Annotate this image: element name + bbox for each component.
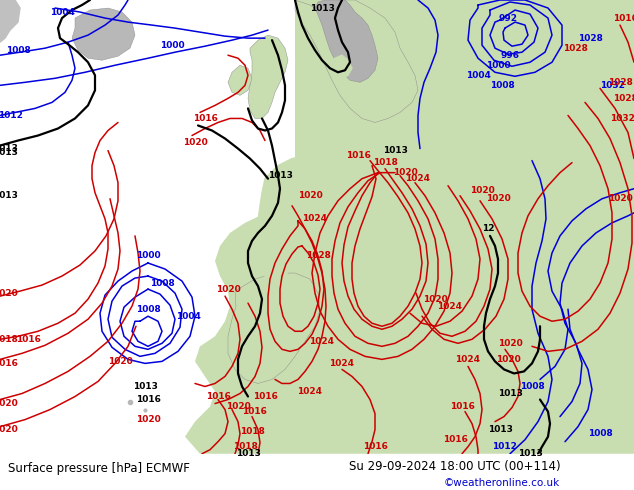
Polygon shape [185,0,634,454]
Text: 1008: 1008 [588,429,612,438]
Polygon shape [0,0,20,42]
Text: 1020: 1020 [216,285,240,294]
Text: 1016: 1016 [193,114,217,123]
Text: 1020: 1020 [226,402,250,411]
Text: 1008: 1008 [520,382,545,391]
Text: 992: 992 [498,14,517,23]
Text: 12: 12 [482,224,495,233]
Text: 1018: 1018 [233,442,257,451]
Text: 1013: 1013 [0,191,18,200]
Text: 1020: 1020 [496,355,521,364]
Text: 1020: 1020 [486,194,510,203]
Text: 1018: 1018 [240,427,264,436]
Text: 1016: 1016 [252,392,278,401]
Text: 1020: 1020 [0,399,17,408]
Text: Surface pressure [hPa] ECMWF: Surface pressure [hPa] ECMWF [8,463,190,475]
Polygon shape [315,0,378,82]
Text: 1024: 1024 [437,302,462,311]
Text: 1020: 1020 [183,138,207,147]
Text: 1016: 1016 [136,395,160,404]
Text: 1016: 1016 [363,442,387,451]
Text: 1024: 1024 [302,214,328,223]
Polygon shape [228,65,252,96]
Text: Su 29-09-2024 18:00 UTC (00+114): Su 29-09-2024 18:00 UTC (00+114) [349,460,560,473]
Text: 1020: 1020 [0,425,17,434]
Text: 1004: 1004 [49,7,74,17]
Text: 1016: 1016 [242,407,266,416]
Text: 1028: 1028 [607,78,633,87]
Text: 1013: 1013 [498,389,522,398]
Text: 1024: 1024 [330,359,354,368]
Text: ©weatheronline.co.uk: ©weatheronline.co.uk [444,478,560,489]
Text: 1008: 1008 [489,81,514,90]
Text: 1016: 1016 [443,435,467,444]
Text: 1016: 1016 [450,402,474,411]
Text: 1024: 1024 [406,174,430,183]
Text: 1000: 1000 [160,41,184,49]
Text: 1013: 1013 [133,382,157,391]
Text: 1016: 1016 [205,392,230,401]
Text: 1032: 1032 [609,114,634,123]
Text: 996: 996 [500,50,519,60]
Text: 1013: 1013 [488,425,512,434]
Text: 1016: 1016 [0,359,18,368]
Text: 1028: 1028 [578,34,602,43]
Text: 1020: 1020 [392,168,417,177]
Polygon shape [330,55,352,78]
Text: 1024: 1024 [297,387,323,396]
Text: 1016: 1016 [346,151,370,160]
Polygon shape [295,0,418,122]
Text: 1013: 1013 [309,3,335,13]
Text: 1020: 1020 [423,294,448,304]
Text: 1024: 1024 [455,355,481,364]
Text: 1004: 1004 [465,71,491,80]
Text: 1032: 1032 [600,81,624,90]
Text: 1028: 1028 [562,44,588,53]
Text: 1013: 1013 [236,449,261,458]
Text: 1020: 1020 [136,415,160,424]
Text: 1008: 1008 [150,279,174,288]
Text: 1020: 1020 [607,194,632,203]
Text: 1028: 1028 [306,251,330,261]
Text: 1028: 1028 [612,94,634,103]
Polygon shape [254,156,332,279]
Text: 1018: 1018 [0,335,18,344]
Text: 1008: 1008 [6,46,30,55]
Text: 1000: 1000 [486,61,510,70]
Text: 1018: 1018 [373,158,398,167]
Text: 1004: 1004 [176,312,200,321]
Text: 1020: 1020 [297,191,322,200]
Text: 1013: 1013 [517,449,543,458]
Text: 1013: 1013 [0,144,18,153]
Text: 1013: 1013 [0,148,18,157]
Text: 1020: 1020 [108,357,133,366]
Text: 1008: 1008 [136,305,160,314]
Text: 1000: 1000 [136,251,160,261]
Text: 1016: 1016 [612,14,634,23]
Text: 1013: 1013 [268,171,292,180]
Text: 1012: 1012 [0,111,22,120]
Text: 1020: 1020 [470,186,495,195]
Text: 1020: 1020 [498,339,522,348]
Polygon shape [72,8,135,60]
Text: 1016: 1016 [16,335,41,344]
Text: 1024: 1024 [309,337,335,346]
Text: 1020: 1020 [0,289,17,297]
Polygon shape [248,35,288,119]
Polygon shape [228,273,320,384]
Text: 1013: 1013 [382,146,408,155]
Text: 1012: 1012 [491,442,517,451]
